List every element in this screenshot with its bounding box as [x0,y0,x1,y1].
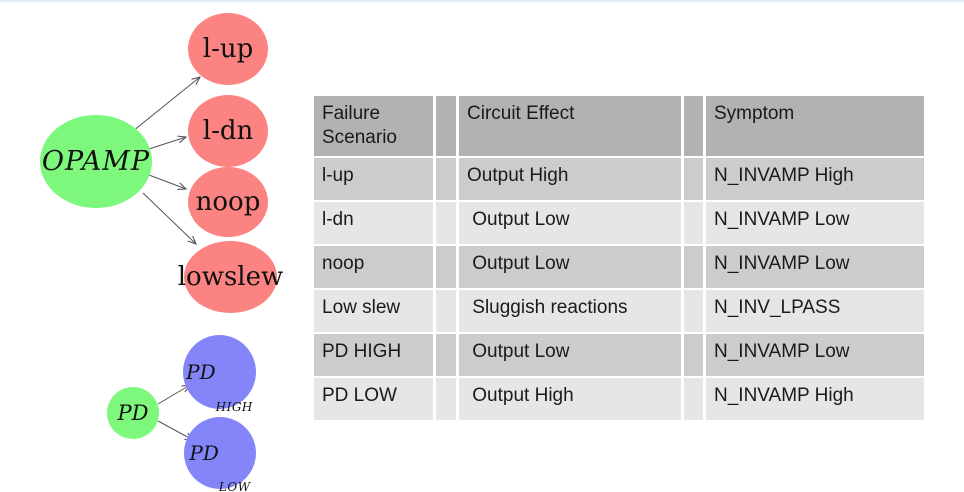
node-label: PD [186,360,216,384]
table-cell-symptom: N_INVAMP Low [706,334,924,376]
table-cell-spacer [436,246,456,288]
node-label: PD [117,400,149,425]
table-header-symptom: Symptom [706,96,924,156]
table-cell-effect: Output High [459,378,681,420]
table-header-spacer [436,96,456,156]
table-cell-scenario: noop [314,246,433,288]
table-cell-spacer [684,334,703,376]
table-cell-spacer [684,378,703,420]
table-cell-spacer [436,334,456,376]
table-cell-effect: Output Low [459,202,681,244]
arrow-opamp-ldn [148,137,186,150]
table-cell-symptom: N_INVAMP High [706,158,924,200]
table-cell-symptom: N_INVAMP High [706,378,924,420]
table-cell-effect: Output Low [459,334,681,376]
window-top-edge [0,0,964,2]
table-cell-spacer [684,158,703,200]
table-header-spacer [684,96,703,156]
arrow-pd-pdhigh [157,385,190,405]
diagram-node-l-up: l-up [188,13,268,85]
table-cell-effect: Output Low [459,246,681,288]
node-label-subscript: HIGH [215,400,253,414]
table-cell-effect: Output High [459,158,681,200]
table-header-circuit-effect: Circuit Effect [459,96,681,156]
table-cell-scenario: l-dn [314,202,433,244]
diagram-node-noop: noop [188,167,268,237]
table-cell-scenario: Low slew [314,290,433,332]
table-cell-spacer [436,290,456,332]
node-label-subscript: LOW [218,480,251,492]
diagram-node-lowslew: lowslew [178,241,283,313]
table-cell-scenario: l-up [314,158,433,200]
node-label: noop [195,187,261,217]
table-cell-spacer [436,378,456,420]
node-label: PD [189,441,219,465]
table-cell-spacer [684,290,703,332]
table-cell-spacer [436,158,456,200]
table-cell-symptom: N_INVAMP Low [706,202,924,244]
node-label: l-up [202,34,254,64]
table-cell-effect: Sluggish reactions [459,290,681,332]
diagram-node-pd-high: PD HIGH [183,335,256,413]
table-cell-scenario: PD HIGH [314,334,433,376]
table-cell-scenario: PD LOW [314,378,433,420]
diagram-node-opamp: OPAMP [40,115,152,208]
table-cell-symptom: N_INV_LPASS [706,290,924,332]
diagram-node-pd-low: PD LOW [184,417,256,492]
table-cell-spacer [684,246,703,288]
table-cell-spacer [684,202,703,244]
node-label: l-dn [202,116,254,146]
node-label: OPAMP [41,146,151,177]
failure-scenario-table: Failure Scenario Circuit Effect Symptom … [314,96,924,420]
diagram-node-pd: PD [107,387,159,439]
arrow-opamp-lowslew [142,192,196,244]
arrow-opamp-lup [132,77,200,132]
table-cell-symptom: N_INVAMP Low [706,246,924,288]
table-header-failure-scenario: Failure Scenario [314,96,433,156]
diagram-node-l-dn: l-dn [188,95,268,167]
node-label: lowslew [177,262,284,292]
table-cell-spacer [436,202,456,244]
arrow-opamp-noop [148,174,186,189]
